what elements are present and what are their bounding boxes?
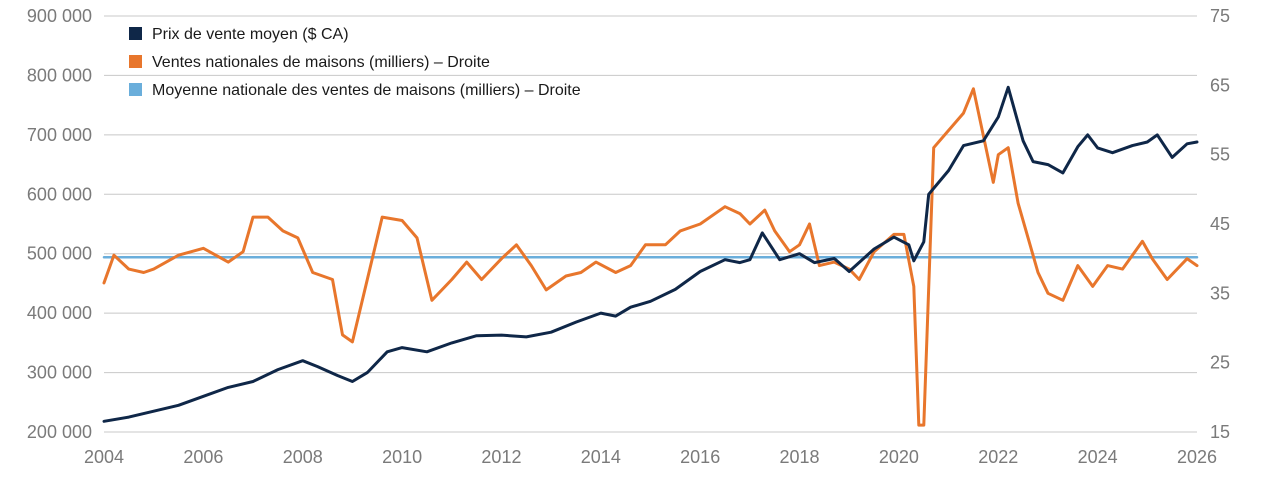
y-right-tick-label: 45 bbox=[1210, 214, 1230, 234]
y-left-tick-label: 400 000 bbox=[27, 303, 92, 323]
y-right-tick-label: 55 bbox=[1210, 145, 1230, 165]
series-line-prix-moyen bbox=[102, 85, 1199, 423]
x-axis-ticks: 2004 2006 2008 2010 2012 2014 2016 2018 2020 2022… bbox=[84, 447, 1217, 467]
y-left-tick-label: 500 000 bbox=[27, 244, 92, 264]
x-tick-label: 2012 bbox=[481, 447, 521, 467]
series-line-ventes bbox=[102, 87, 1199, 427]
y-right-tick-label: 25 bbox=[1210, 353, 1230, 373]
y-left-axis-ticks: 200 000 300 000 400 000 500 000 600 000 700 0… bbox=[27, 6, 92, 442]
x-tick-label: 2010 bbox=[382, 447, 422, 467]
y-left-tick-label: 800 000 bbox=[27, 65, 92, 85]
y-left-tick-label: 200 000 bbox=[27, 422, 92, 442]
y-left-tick-label: 900 000 bbox=[27, 6, 92, 26]
legend: Prix de vente moyen ($ CA) Ventes nation… bbox=[129, 26, 581, 99]
y-right-tick-label: 65 bbox=[1210, 75, 1230, 95]
x-tick-label: 2024 bbox=[1078, 447, 1118, 467]
y-left-tick-label: 700 000 bbox=[27, 125, 92, 145]
x-tick-label: 2008 bbox=[283, 447, 323, 467]
series-lines bbox=[102, 85, 1199, 427]
x-tick-label: 2016 bbox=[680, 447, 720, 467]
x-tick-label: 2004 bbox=[84, 447, 124, 467]
legend-swatch-moyenne bbox=[129, 83, 142, 96]
y-left-tick-label: 600 000 bbox=[27, 184, 92, 204]
x-tick-label: 2022 bbox=[978, 447, 1018, 467]
y-right-tick-label: 75 bbox=[1210, 6, 1230, 26]
legend-swatch-ventes bbox=[129, 55, 142, 68]
x-tick-label: 2006 bbox=[183, 447, 223, 467]
x-tick-label: 2014 bbox=[581, 447, 621, 467]
y-right-tick-label: 35 bbox=[1210, 283, 1230, 303]
y-right-tick-label: 15 bbox=[1210, 422, 1230, 442]
x-tick-label: 2018 bbox=[780, 447, 820, 467]
legend-label-ventes: Ventes nationales de maisons (milliers) … bbox=[152, 54, 490, 71]
x-tick-label: 2026 bbox=[1177, 447, 1217, 467]
y-left-tick-label: 300 000 bbox=[27, 363, 92, 383]
x-tick-label: 2020 bbox=[879, 447, 919, 467]
legend-label-prix: Prix de vente moyen ($ CA) bbox=[152, 26, 349, 43]
y-right-axis-ticks: 15 25 35 45 55 65 75 bbox=[1210, 6, 1230, 442]
legend-label-moyenne: Moyenne nationale des ventes de maisons … bbox=[152, 82, 581, 99]
legend-swatch-prix bbox=[129, 27, 142, 40]
grid-lines bbox=[104, 15, 1197, 433]
